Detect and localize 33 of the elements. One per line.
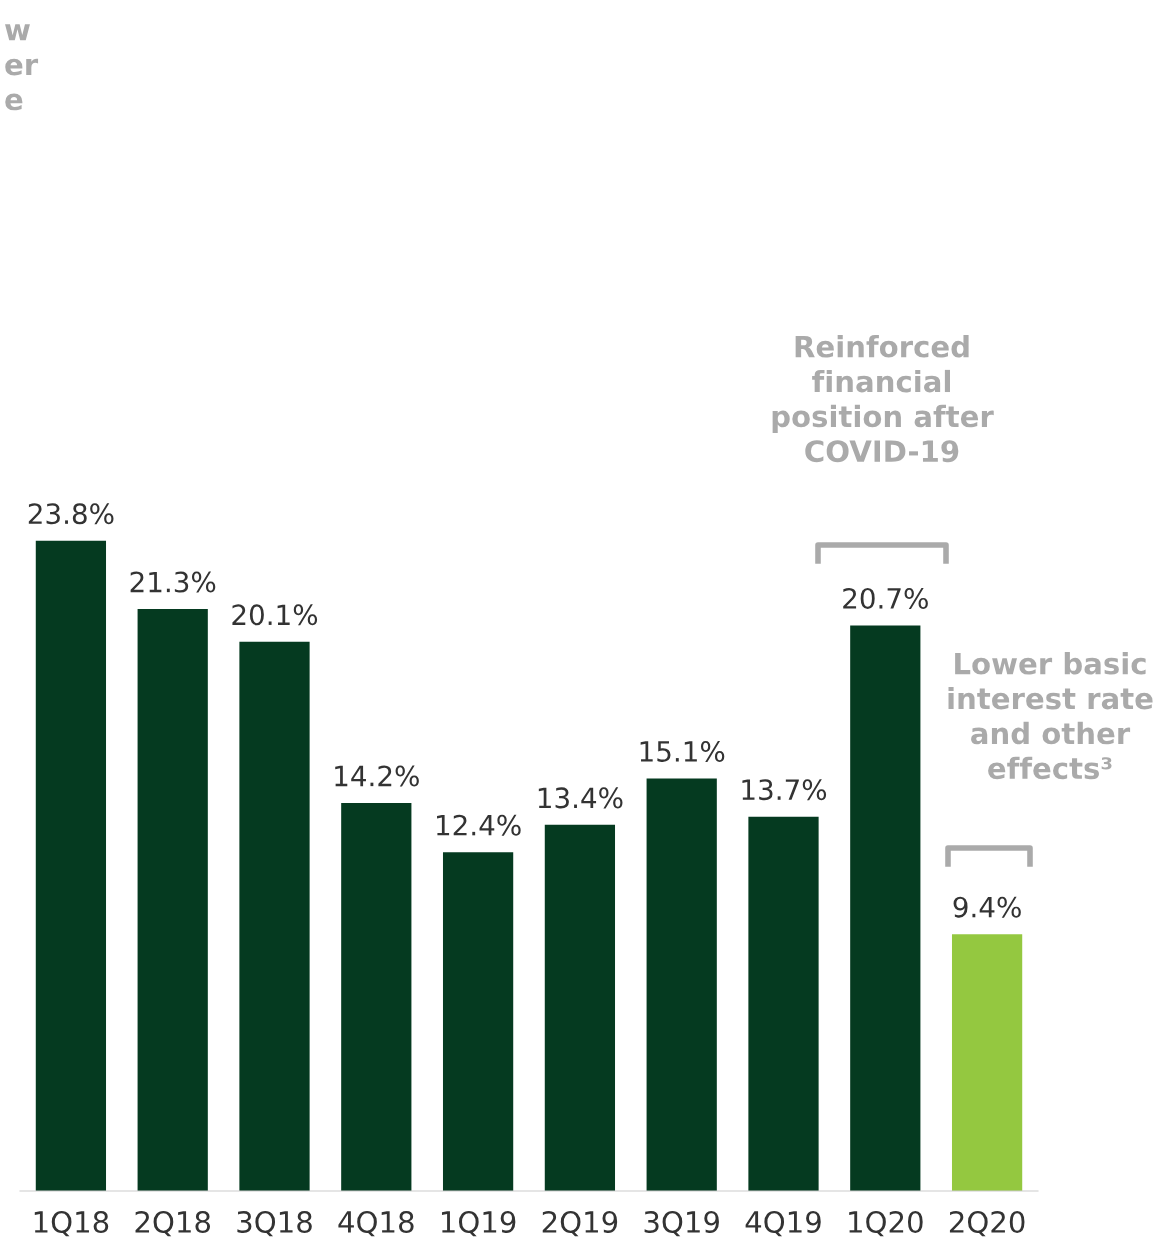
data-label: 21.3% xyxy=(130,571,216,593)
bar xyxy=(35,540,107,1191)
data-label: 12.4% xyxy=(437,814,521,836)
bar xyxy=(646,778,717,1191)
bar xyxy=(544,824,616,1191)
x-tick-label: 3Q19 xyxy=(644,1210,719,1237)
data-label: 23.8% xyxy=(28,503,114,525)
bar xyxy=(850,625,921,1191)
x-tick-label: 3Q18 xyxy=(237,1210,312,1237)
data-label: 13.4% xyxy=(538,787,623,809)
x-tick-label: 2Q18 xyxy=(135,1210,211,1237)
text: Reinforced financial position after COVID-19 xyxy=(772,335,994,463)
x-tick-label: 4Q19 xyxy=(745,1210,821,1237)
data-label: 13.7% xyxy=(742,779,827,801)
data-label: 15.1% xyxy=(640,740,725,762)
bar xyxy=(239,641,310,1191)
data-label: 9.4% xyxy=(953,896,1021,918)
x-tick-label: 1Q20 xyxy=(849,1210,923,1237)
bar xyxy=(442,852,514,1191)
annotation: Lower basic interest rate and other effects³ xyxy=(948,652,1153,780)
bar xyxy=(748,816,819,1191)
data-label: 20.1% xyxy=(232,604,318,626)
x-tick-label: 1Q18 xyxy=(34,1210,109,1237)
bar xyxy=(341,803,412,1191)
data-label: 20.7% xyxy=(843,587,928,609)
x-tick-label: 1Q19 xyxy=(441,1210,516,1237)
x-tick-label: 4Q18 xyxy=(338,1210,414,1237)
bar xyxy=(137,609,208,1191)
data-label: 14.2% xyxy=(335,765,419,787)
bar xyxy=(951,934,1023,1191)
text: w er e xyxy=(5,24,39,111)
x-tick-label: 2Q19 xyxy=(542,1210,618,1237)
x-tick-label: 2Q20 xyxy=(949,1210,1025,1237)
